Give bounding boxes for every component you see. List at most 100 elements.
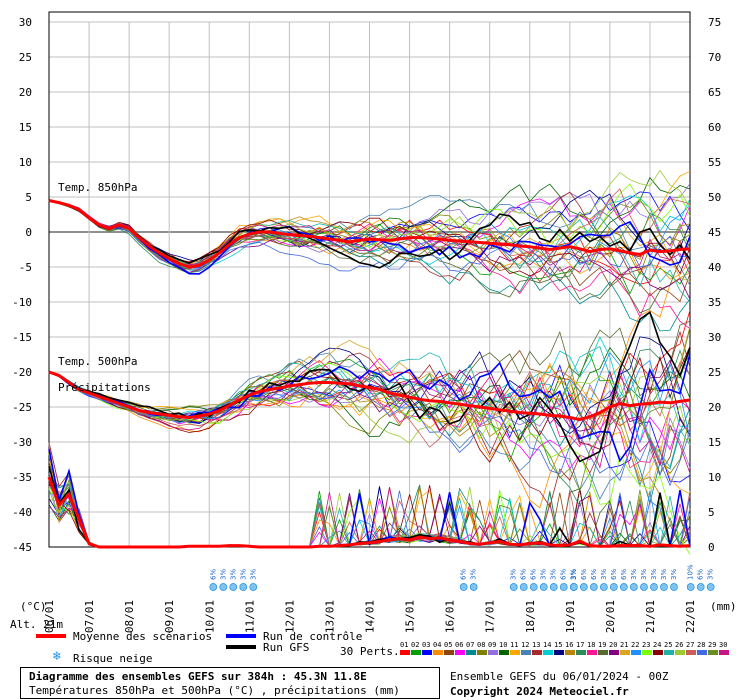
member-color-swatch [609,650,619,655]
left-tick-label: 5 [25,191,32,204]
right-tick-label: 45 [708,226,721,239]
snow-risk-flake [569,583,578,591]
member-color-swatch [664,650,674,655]
snow-risk-flake [219,583,228,591]
snow-risk-label: 3% [670,569,678,580]
member-color-swatch [400,650,410,655]
mean-series [47,199,691,549]
left-tick-label: -40 [12,506,32,519]
snow-risk-flake [469,583,478,591]
member-number: 17 [576,641,584,649]
snow-risk-flake [619,583,628,591]
member-number: 02 [411,641,419,649]
snow-risk-label: 3% [707,569,715,580]
snow-risk-label: 6% [460,569,468,580]
legend-gfs-swatch [226,645,256,649]
x-tick-label: 10/01 [203,600,216,633]
member-color-swatch [620,650,630,655]
right-tick-label: 35 [708,296,721,309]
snow-risk-label: 6% [520,569,528,580]
snow-risk-label: 6% [590,569,598,580]
plot-frame [48,11,691,548]
member-500-line [48,353,691,463]
member-850-line [48,199,691,277]
snow-risk-label: 3% [540,569,548,580]
member-color-swatch [653,650,663,655]
chart-subtitle: Températures 850hPa et 500hPa (°C) , pré… [29,684,400,697]
x-tick-label: 18/01 [524,600,537,633]
right-tick-label: 40 [708,261,721,274]
legend-mean-label: Moyenne des scénarios [73,630,213,643]
snow-risk-label: 3% [219,569,227,580]
right-tick-label: 30 [708,331,721,344]
member-number: 18 [587,641,595,649]
member-500-line [48,327,691,492]
member-500-line [48,320,691,419]
member-500-line [48,362,691,495]
snow-risk-label: 3% [630,569,638,580]
x-tick-label: 13/01 [323,600,336,633]
snow-risk-label: 3% [600,569,608,580]
snow-risk-label: 3% [570,569,578,580]
right-tick-label: 60 [708,121,721,134]
left-tick-label: 0 [25,226,32,239]
snow-risk-flake [459,583,468,591]
legend-snow-label: Risque neige [73,652,153,665]
snow-risk-label: 3% [249,569,257,580]
right-tick-label: 20 [708,401,721,414]
snow-risk-flake [670,583,678,591]
x-tick-label: 07/01 [83,600,96,633]
member-color-swatch [433,650,443,655]
member-500-line [48,311,691,463]
left-tick-label: -5 [19,261,32,274]
member-color-swatch [697,650,707,655]
member-color-legend: 01 02 03 04 05 06 07 08 09 10 11 12 13 14 15 16 17 18 19 20… [400,641,729,655]
x-tick-label: 22/01 [684,600,697,633]
snow-risk-flake [509,583,518,591]
mean-850-line [48,199,691,269]
left-tick-label: -10 [12,296,32,309]
left-tick-label: -20 [12,366,32,379]
left-tick-label: -35 [12,471,32,484]
legend-control-label: Run de contrôle [263,630,363,643]
member-number: 08 [477,641,485,649]
left-tick-label: 30 [19,16,32,29]
snow-risk-flake [239,583,248,591]
member-number: 15 [554,641,562,649]
left-tick-label: 20 [19,86,32,99]
member-color-swatch [455,650,465,655]
member-color-swatch [521,650,531,655]
member-color-swatch [708,650,718,655]
member-number: 10 [499,641,507,649]
snow-risk-label: 3% [239,569,247,580]
member-number: 07 [466,641,474,649]
snow-risk-label: 6% [560,569,568,580]
left-tick-label: -30 [12,436,32,449]
member-color-swatch [587,650,597,655]
member-color-swatch [510,650,520,655]
right-tick-label: 10 [708,471,721,484]
member-number: 13 [532,641,540,649]
footer-title-box: Diagramme des ensembles GEFS sur 384h : … [20,667,440,699]
x-tick-label: 14/01 [364,600,377,633]
member-color-swatch [488,650,498,655]
snow-risk-label: 3% [640,569,648,580]
member-number: 12 [521,641,529,649]
snow-risk-label: 3% [570,569,578,580]
member-850-line [48,199,691,269]
left-axis-unit: (°C) [20,600,47,613]
snow-risk-flake [696,583,705,591]
snow-risk-label: 10% [687,564,695,580]
left-axis-ticks: 30 25 20 15 10 5 0 -5 -10 -15 -20 -25 -30 -35 -40 -45 [12,16,32,554]
member-color-swatch [576,650,586,655]
member-850-line [48,195,691,286]
left-tick-label: -25 [12,401,32,414]
member-number: 06 [455,641,463,649]
snow-risk-flake [589,583,598,591]
member-color-swatch [598,650,608,655]
run-info: Ensemble GEFS du 06/01/2024 - 00Z [450,670,669,683]
member-color-swatch [631,650,641,655]
member-color-swatch [675,650,685,655]
member-number: 20 [609,641,617,649]
